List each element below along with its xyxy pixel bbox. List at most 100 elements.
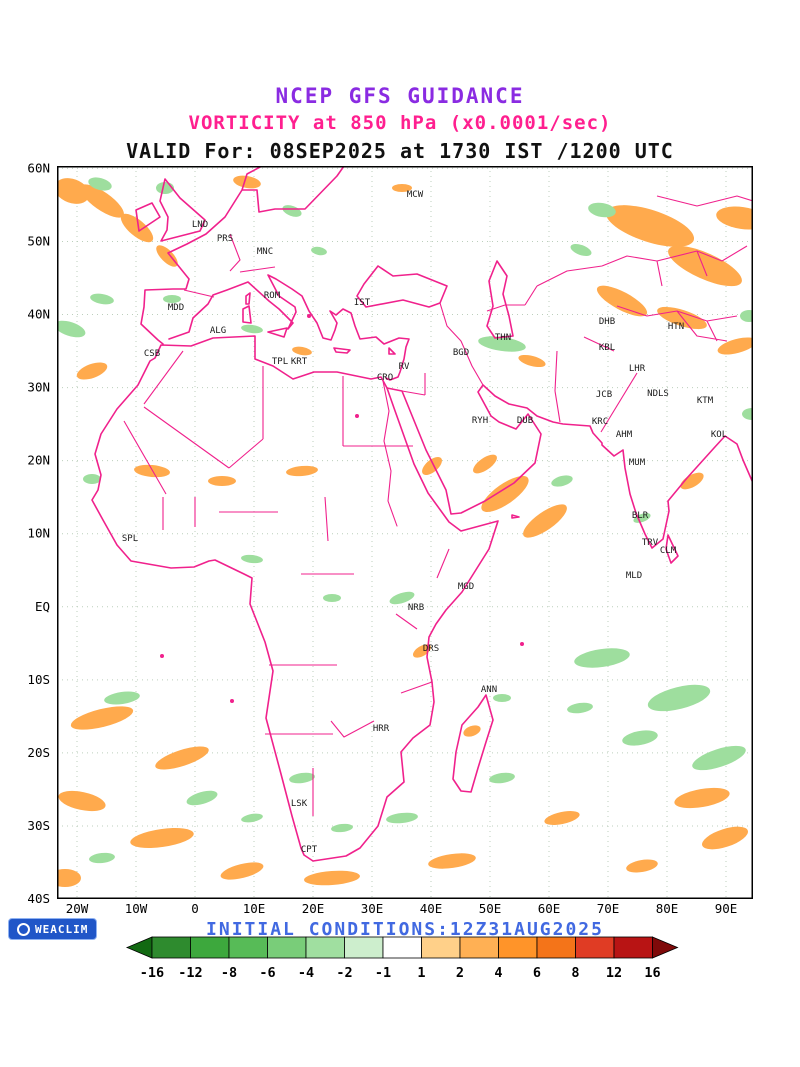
colorbar-level-label: 8 bbox=[571, 965, 579, 981]
vorticity-patch-negative bbox=[163, 295, 181, 303]
chart-subtitle: VORTICITY at 850 hPa (x0.0001/sec) bbox=[188, 112, 612, 134]
station-label: KRT bbox=[291, 357, 308, 367]
vorticity-patch-positive bbox=[463, 725, 481, 737]
vorticity-dot bbox=[307, 314, 311, 318]
station-label: LND bbox=[192, 220, 208, 230]
colorbar-level-label: 12 bbox=[606, 965, 622, 981]
station-label: SPL bbox=[122, 534, 138, 544]
vorticity-patch-positive bbox=[481, 475, 529, 513]
lon-tick-label: 20W bbox=[66, 901, 89, 916]
station-label: DHB bbox=[599, 317, 615, 327]
colorbar-segment bbox=[267, 936, 307, 959]
vorticity-patch-negative bbox=[386, 812, 418, 824]
lat-tick-label: 10N bbox=[27, 526, 50, 541]
vorticity-dot bbox=[230, 699, 234, 703]
station-label: LHR bbox=[629, 364, 646, 374]
mediterranean-coastline bbox=[168, 274, 410, 381]
vorticity-patch-positive bbox=[70, 706, 134, 730]
africa-borders bbox=[123, 350, 450, 816]
station-label: KBL bbox=[599, 343, 615, 353]
vorticity-patch-negative bbox=[241, 324, 263, 334]
vorticity-patch-positive bbox=[233, 175, 261, 189]
vorticity-patch-negative bbox=[489, 772, 515, 784]
colorbar-level-label: 1 bbox=[417, 965, 425, 981]
vorticity-patch-negative bbox=[740, 310, 753, 322]
lat-tick-label: 60N bbox=[27, 160, 50, 175]
vorticity-patch-negative bbox=[104, 691, 140, 705]
colorbar-segment bbox=[305, 936, 345, 959]
vorticity-patch-negative bbox=[588, 202, 616, 218]
vorticity-patch-negative bbox=[241, 813, 263, 823]
vorticity-patch-positive bbox=[220, 862, 264, 880]
logo-text: WEACLIM bbox=[35, 922, 89, 936]
arabia-iran-india-coastline bbox=[386, 384, 753, 549]
vorticity-patch-positive bbox=[134, 464, 170, 478]
vorticity-patch-negative bbox=[622, 730, 658, 746]
vorticity-patch-negative bbox=[389, 591, 415, 605]
vorticity-patch-negative bbox=[83, 474, 101, 484]
asia-borders bbox=[401, 195, 753, 433]
coastline-layer bbox=[91, 166, 753, 862]
colorbar-level-label: -6 bbox=[259, 965, 275, 981]
colorbar-segment bbox=[498, 936, 538, 959]
vorticity-patch-positive bbox=[76, 362, 108, 380]
vorticity-dot bbox=[160, 654, 164, 658]
colorbar-segment bbox=[421, 936, 461, 959]
station-label: MCW bbox=[407, 190, 424, 200]
stations-layer: MCW LND PRS MNC ROM IST MDD ALG CSB TPL KRT CRO RV BG… bbox=[122, 190, 727, 855]
station-label: KRC bbox=[592, 417, 608, 427]
vorticity-patch-positive bbox=[702, 826, 748, 850]
lat-tick-label: 30S bbox=[27, 818, 50, 833]
mediterranean-islands bbox=[242, 292, 396, 355]
station-label: TPL bbox=[272, 357, 288, 367]
vorticity-patch-positive bbox=[292, 346, 312, 356]
vorticity-dot bbox=[355, 414, 359, 418]
lat-tick-label: 20S bbox=[27, 745, 50, 760]
vorticity-patch-positive bbox=[716, 206, 753, 230]
lon-tick-label: 40E bbox=[420, 901, 443, 916]
vorticity-patch-negative bbox=[692, 745, 746, 771]
lon-tick-label: 70E bbox=[597, 901, 620, 916]
vorticity-patch-positive bbox=[717, 337, 753, 355]
vorticity-patch-negative bbox=[289, 772, 315, 784]
vorticity-map: MCW LND PRS MNC ROM IST MDD ALG CSB TPL KRT CRO RV BG… bbox=[27, 160, 753, 916]
madagascar-coastline bbox=[452, 694, 494, 793]
lon-tick-label: 90E bbox=[715, 901, 738, 916]
station-label: DUB bbox=[517, 416, 533, 426]
vorticity-patch-positive bbox=[605, 205, 695, 247]
station-label: KOL bbox=[711, 430, 727, 440]
station-label: PRS bbox=[217, 234, 233, 244]
station-label: CSB bbox=[144, 349, 160, 359]
station-label: NRB bbox=[408, 603, 424, 613]
station-label: CLM bbox=[660, 546, 677, 556]
station-label: RYH bbox=[472, 416, 488, 426]
station-label: ANN bbox=[481, 685, 497, 695]
vorticity-patch-positive bbox=[544, 811, 580, 825]
vorticity-patch-negative bbox=[89, 852, 115, 864]
vorticity-patch-negative bbox=[742, 408, 753, 420]
station-label: MGD bbox=[458, 582, 474, 592]
atlantic-europe-coastline bbox=[140, 166, 345, 345]
small-contour-dots-layer bbox=[160, 314, 524, 703]
vorticity-patch-positive bbox=[668, 245, 742, 287]
lat-tick-label: 40N bbox=[27, 307, 50, 322]
lon-tick-label: 10W bbox=[125, 901, 148, 916]
station-label: MUM bbox=[629, 458, 646, 468]
vorticity-patch-negative bbox=[567, 702, 593, 714]
station-label: KTM bbox=[697, 396, 714, 406]
station-label: THN bbox=[495, 333, 511, 343]
vorticity-patch-positive bbox=[156, 245, 178, 267]
station-label: HTN bbox=[668, 322, 684, 332]
british-isles-coastline bbox=[135, 178, 206, 242]
colorbar-segment bbox=[228, 936, 268, 959]
logo-circle-icon bbox=[17, 922, 30, 936]
station-label: MNC bbox=[257, 247, 273, 257]
socotra-island bbox=[511, 514, 520, 519]
vorticity-patch-positive bbox=[58, 790, 106, 812]
vorticity-patch-negative bbox=[551, 475, 573, 487]
axis-labels-layer: 60N 50N 40N 30N 20N 10N EQ 10S 20S 30S 40S 20W 10W 0 1… bbox=[27, 160, 737, 916]
colorbar-level-label: 2 bbox=[456, 965, 464, 981]
lat-tick-label: 40S bbox=[27, 891, 50, 906]
vorticity-patch-negative bbox=[570, 243, 592, 257]
colorbar-arrow-right bbox=[652, 936, 679, 959]
